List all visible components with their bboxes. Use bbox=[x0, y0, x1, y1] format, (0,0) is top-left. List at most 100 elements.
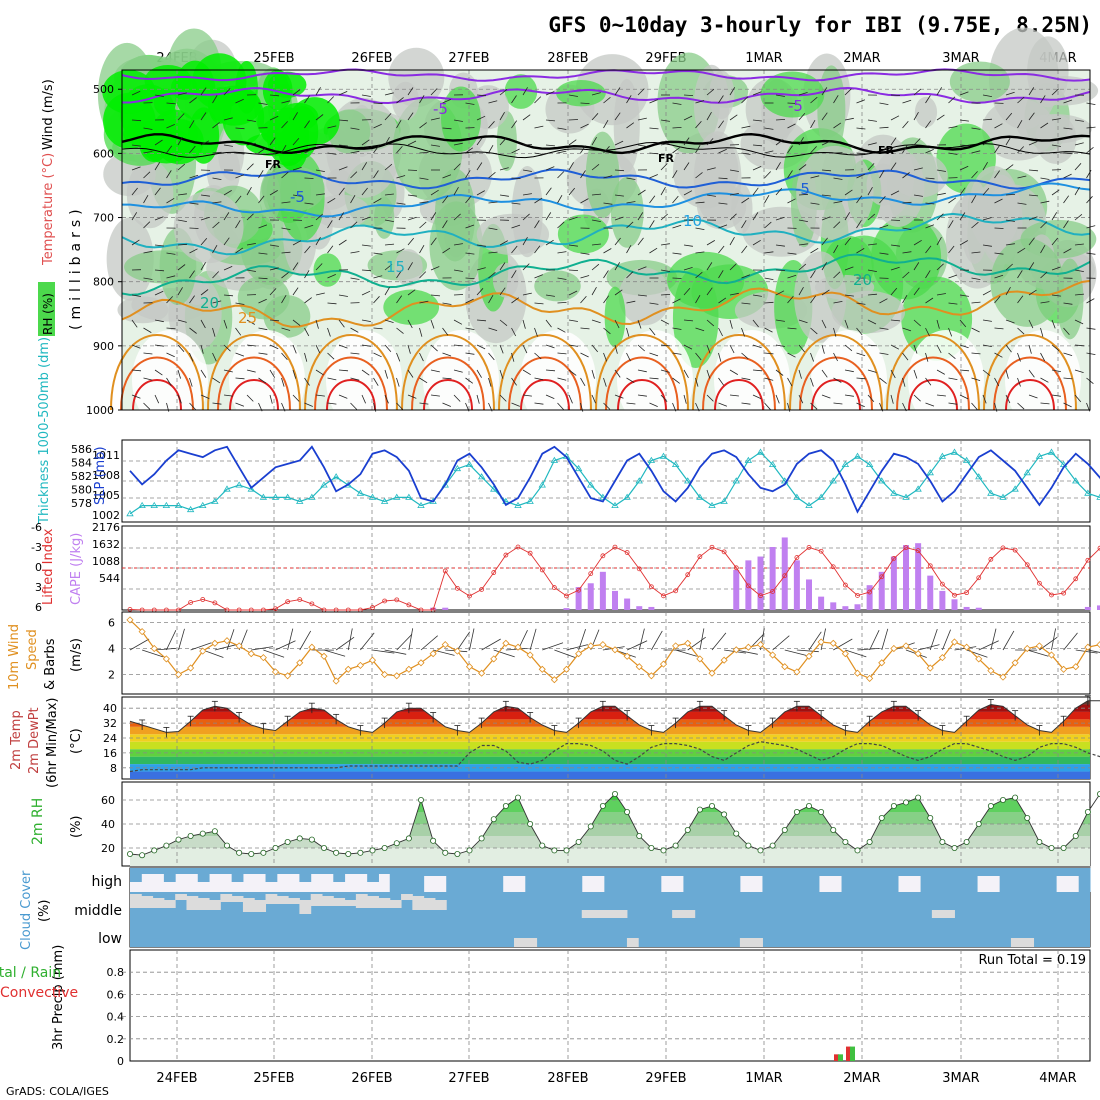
wind-barb bbox=[729, 394, 739, 397]
thickness-point bbox=[320, 481, 328, 488]
wind-barb bbox=[420, 635, 438, 651]
wind-barb bbox=[580, 352, 589, 358]
wind-barb bbox=[315, 344, 321, 354]
wind-barb bbox=[626, 402, 636, 405]
wind-barb bbox=[419, 201, 429, 204]
cloud-middle-bar bbox=[367, 896, 379, 908]
wind-barb bbox=[545, 166, 555, 171]
thickness-point bbox=[962, 456, 971, 463]
wind-barb bbox=[614, 216, 624, 221]
wind-barb bbox=[1005, 137, 1011, 146]
rh-point bbox=[684, 827, 691, 834]
wind-barb bbox=[1028, 141, 1038, 146]
wind-barb bbox=[1040, 377, 1049, 383]
wind-barb bbox=[1063, 195, 1070, 204]
wind-barb bbox=[350, 251, 360, 254]
rh-point bbox=[430, 837, 437, 844]
wind-barb bbox=[141, 649, 164, 658]
lifted-index-point bbox=[648, 584, 654, 590]
wind-barb bbox=[982, 217, 992, 221]
wind-barb bbox=[453, 213, 461, 221]
wind-barb bbox=[269, 344, 279, 350]
wind-barb bbox=[396, 202, 406, 205]
rh-point bbox=[260, 849, 267, 856]
wind-barb bbox=[327, 125, 337, 129]
wind-barb bbox=[913, 194, 923, 197]
lifted-index-point bbox=[576, 587, 582, 593]
wind-barb bbox=[200, 87, 207, 96]
wind-barb bbox=[890, 94, 901, 96]
wind-barb bbox=[1005, 319, 1015, 324]
cloud-high-bar bbox=[299, 868, 312, 882]
wind-barb bbox=[1051, 344, 1060, 352]
temperature-contour bbox=[120, 356, 194, 411]
wind-barb bbox=[890, 266, 900, 271]
lifted-index-point bbox=[818, 548, 824, 554]
wind-speed-point bbox=[1084, 643, 1092, 651]
wind-barb bbox=[994, 170, 1000, 179]
wind-barb bbox=[177, 92, 187, 96]
wind-barb bbox=[833, 352, 838, 362]
lifted-index-point bbox=[600, 553, 606, 559]
rh-point bbox=[890, 803, 897, 810]
lifted-index-point bbox=[806, 545, 812, 550]
wind-barb bbox=[1017, 96, 1025, 104]
y-tick-label: 0.6 bbox=[107, 988, 125, 1001]
wind-barb bbox=[143, 327, 152, 333]
wind-barb bbox=[373, 352, 382, 358]
wind-barb bbox=[706, 240, 716, 246]
ylabel-slp-visible: SLP (mb) bbox=[93, 446, 108, 505]
wind-barb bbox=[1063, 327, 1070, 336]
wind-barb bbox=[430, 266, 440, 271]
cloud-middle-bar bbox=[423, 898, 436, 910]
wind-barb bbox=[764, 352, 774, 355]
wind-speed-point bbox=[599, 641, 607, 649]
wind-barb bbox=[580, 145, 587, 154]
thickness-point bbox=[975, 473, 983, 480]
wind-barb bbox=[890, 394, 894, 404]
temperature-contour bbox=[411, 356, 485, 411]
cloud-high-bar bbox=[943, 868, 955, 892]
rh-point bbox=[199, 830, 206, 837]
wind-barb bbox=[143, 377, 153, 381]
thickness-point bbox=[902, 493, 910, 500]
lifted-index-point bbox=[1024, 562, 1030, 568]
wind-speed-point bbox=[1035, 642, 1043, 650]
wind-barb bbox=[488, 377, 492, 387]
wind-barb bbox=[718, 270, 724, 279]
rh-point bbox=[951, 845, 958, 852]
wind-barb bbox=[614, 289, 623, 296]
wind-barb bbox=[453, 269, 463, 272]
wind-barb bbox=[741, 352, 749, 360]
wind-speed-point bbox=[756, 641, 765, 649]
wind-barb bbox=[971, 277, 981, 280]
ylabel-thickness: Thickness 1000-500mb (dm) bbox=[37, 337, 52, 525]
wind-barb bbox=[384, 219, 394, 222]
cloud-middle-bar bbox=[344, 900, 357, 906]
wind-speed-point bbox=[502, 639, 510, 647]
y-tick-label: 24 bbox=[103, 732, 117, 745]
wind-barb bbox=[476, 267, 486, 271]
wind-barb bbox=[695, 295, 701, 304]
wind-barb bbox=[959, 119, 969, 122]
lifted-index-point bbox=[745, 583, 751, 589]
wind-barb bbox=[1051, 189, 1060, 196]
ylabel-temperature: Temperature (°C) bbox=[41, 153, 56, 266]
wind-barb bbox=[603, 327, 611, 335]
wind-barb bbox=[764, 221, 772, 229]
wind-barb bbox=[557, 327, 566, 333]
wind-speed-point bbox=[223, 637, 231, 645]
lifted-index-point bbox=[527, 550, 533, 556]
precip-conv-bar bbox=[846, 1046, 851, 1061]
wind-barb bbox=[292, 287, 299, 296]
cloud-high-bar bbox=[988, 868, 1001, 876]
wind-barb bbox=[890, 190, 900, 196]
wind-barb bbox=[902, 251, 912, 254]
wind-barb bbox=[235, 195, 242, 204]
wind-barb bbox=[281, 227, 291, 230]
wind-barb bbox=[695, 327, 705, 332]
wind-barb bbox=[867, 394, 875, 403]
wind-barb bbox=[361, 139, 370, 146]
wind-barb bbox=[476, 190, 485, 196]
wind-barb bbox=[407, 169, 418, 171]
